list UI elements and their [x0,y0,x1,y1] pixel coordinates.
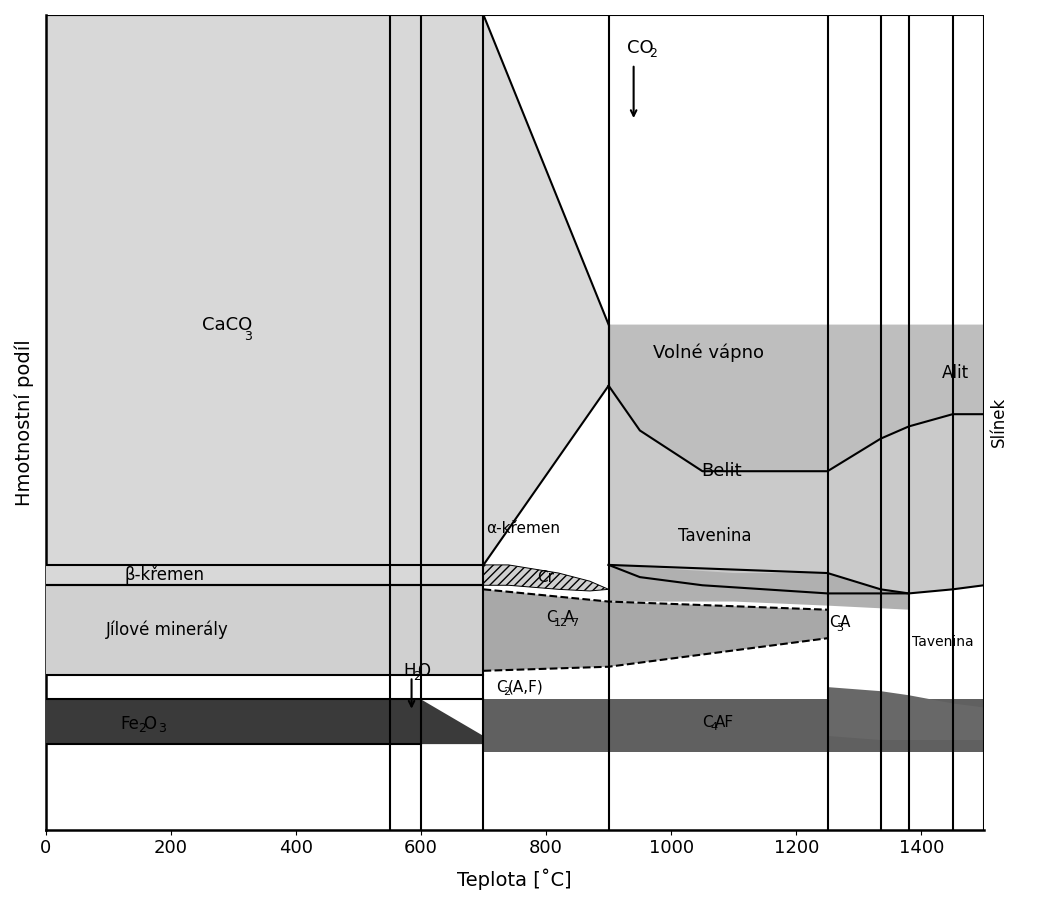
Text: O: O [417,662,430,680]
Text: β-křemen: β-křemen [124,566,204,585]
Text: C: C [496,680,507,695]
Text: 4: 4 [710,722,717,732]
Text: Tavenina: Tavenina [678,528,752,546]
Text: Slínek: Slínek [990,397,1009,447]
Text: C: C [546,610,557,625]
Text: H: H [404,662,416,680]
Polygon shape [484,565,608,591]
Text: O: O [143,715,156,733]
Text: Tavenina: Tavenina [913,635,974,649]
Text: Jílové minerály: Jílové minerály [106,621,229,639]
Text: A: A [840,615,851,630]
Text: 12: 12 [553,618,568,628]
Text: Fe: Fe [120,715,139,733]
X-axis label: Teplota [˚C]: Teplota [˚C] [457,869,572,890]
Text: 2: 2 [138,722,147,735]
Text: C: C [828,615,839,630]
Text: Cr: Cr [536,569,553,585]
Polygon shape [608,386,984,594]
Polygon shape [45,565,484,586]
Text: 3: 3 [245,330,252,343]
Text: Volné vápno: Volné vápno [653,344,764,362]
Text: C: C [702,715,714,729]
Text: CaCO: CaCO [202,316,252,334]
Polygon shape [45,586,484,675]
Polygon shape [484,589,827,675]
Text: 3: 3 [158,722,167,735]
Text: CO: CO [627,39,653,57]
Text: 2: 2 [504,687,510,697]
Polygon shape [608,565,909,610]
Text: AF: AF [715,715,734,729]
Text: 2: 2 [413,670,421,683]
Text: 3: 3 [836,623,843,633]
Text: (A,F): (A,F) [507,680,543,695]
Polygon shape [827,687,984,740]
Text: Belit: Belit [701,462,742,481]
Text: 7: 7 [571,618,579,628]
Text: 2: 2 [649,47,657,60]
Polygon shape [45,700,484,744]
Text: α-křemen: α-křemen [487,520,561,536]
Text: A: A [564,610,574,625]
Polygon shape [608,325,984,472]
Text: Alit: Alit [942,365,970,383]
Polygon shape [45,15,608,565]
Y-axis label: Hmotnostní podíl: Hmotnostní podíl [15,339,35,506]
Polygon shape [484,700,984,752]
